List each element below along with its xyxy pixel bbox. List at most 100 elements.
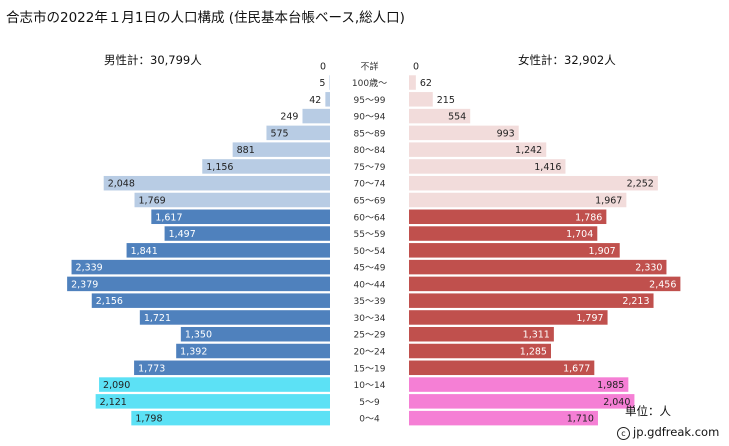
male-value-label: 1,721 <box>144 313 171 324</box>
female-value-label: 1,416 <box>534 162 561 173</box>
male-value-label: 881 <box>237 145 255 156</box>
male-value-label: 0 <box>320 61 326 72</box>
credit: c jp.gdfreak.com <box>617 425 719 440</box>
age-group-label: 0～4 <box>359 415 380 425</box>
female-total-label: 女性計：32,902人 <box>518 53 616 67</box>
age-group-label: 80～84 <box>354 146 386 156</box>
age-group-label: 50～54 <box>354 247 386 257</box>
female-value-label: 1,704 <box>566 229 593 240</box>
male-bar <box>91 293 331 308</box>
male-value-label: 5 <box>319 78 325 89</box>
copyright-icon: c <box>617 427 630 440</box>
male-bar <box>71 259 330 275</box>
male-bar <box>302 108 330 124</box>
age-group-label: 95～99 <box>354 96 386 106</box>
female-value-label: 2,456 <box>649 279 676 290</box>
female-bar <box>409 259 667 275</box>
male-bar <box>176 343 330 359</box>
age-group-label: 30～34 <box>354 314 386 324</box>
age-group-label: 5～9 <box>359 398 380 408</box>
female-bar <box>409 394 635 409</box>
male-total-label: 男性計：30,799人 <box>104 53 202 67</box>
female-value-label: 0 <box>413 61 419 72</box>
male-bar <box>103 175 330 191</box>
male-value-label: 2,048 <box>108 179 135 190</box>
unit-label: 単位：人 <box>625 404 671 418</box>
male-value-label: 2,156 <box>96 296 123 307</box>
female-bar <box>409 92 433 107</box>
male-bar <box>202 159 330 174</box>
female-value-label: 62 <box>420 78 432 89</box>
female-bar <box>409 175 658 191</box>
female-bar <box>409 293 654 308</box>
female-bar <box>409 142 547 157</box>
male-bar <box>134 192 330 208</box>
male-bar <box>99 377 331 392</box>
female-value-label: 1,677 <box>563 363 590 374</box>
female-bar <box>409 108 471 124</box>
female-value-label: 993 <box>497 128 515 139</box>
female-value-label: 1,311 <box>523 330 550 341</box>
male-bar <box>329 75 330 90</box>
female-value-label: 1,786 <box>575 212 602 223</box>
female-value-label: 215 <box>437 95 455 106</box>
female-value-label: 2,252 <box>627 179 654 190</box>
female-value-label: 1,907 <box>589 246 616 257</box>
male-value-label: 2,090 <box>103 380 130 391</box>
age-group-label: 65～69 <box>354 196 386 206</box>
age-group-label: 10～14 <box>354 381 386 391</box>
female-value-label: 1,710 <box>567 414 594 425</box>
male-value-label: 249 <box>280 112 298 123</box>
male-value-label: 42 <box>309 95 321 106</box>
female-value-label: 2,040 <box>603 397 630 408</box>
female-bar <box>409 326 554 342</box>
female-value-label: 1,285 <box>520 347 547 358</box>
male-value-label: 1,798 <box>135 414 162 425</box>
male-value-label: 2,379 <box>71 279 98 290</box>
female-value-label: 1,797 <box>576 313 603 324</box>
age-group-label: 45～49 <box>354 264 386 274</box>
male-bar <box>180 326 330 342</box>
age-group-label: 40～44 <box>354 280 386 290</box>
female-value-label: 1,985 <box>597 380 624 391</box>
male-value-label: 1,392 <box>180 347 207 358</box>
age-group-label: 25～29 <box>354 331 386 341</box>
female-value-label: 2,213 <box>622 296 649 307</box>
female-value-label: 2,330 <box>635 263 662 274</box>
male-value-label: 1,497 <box>169 229 196 240</box>
female-bar <box>409 75 416 90</box>
male-bar <box>131 410 330 426</box>
age-group-label: 100歳～ <box>352 77 387 89</box>
male-bar <box>139 310 330 325</box>
female-bar <box>409 410 598 426</box>
female-bar <box>409 226 598 241</box>
female-bar <box>409 159 566 174</box>
male-bar <box>232 142 330 157</box>
female-bar <box>409 209 607 225</box>
female-bar <box>409 276 681 292</box>
female-value-label: 1,242 <box>515 145 542 156</box>
age-group-label: 不詳 <box>360 60 378 72</box>
female-bar <box>409 125 519 141</box>
age-group-label: 55～59 <box>354 230 386 240</box>
male-bar <box>95 394 330 409</box>
age-group-label: 35～39 <box>354 297 386 307</box>
male-bar <box>266 125 330 141</box>
male-value-label: 1,769 <box>139 195 166 206</box>
male-bar <box>134 360 330 376</box>
female-bar <box>409 377 629 392</box>
male-value-label: 1,350 <box>185 330 212 341</box>
age-group-label: 20～24 <box>354 348 386 358</box>
male-value-label: 575 <box>270 128 288 139</box>
female-bar <box>409 243 620 258</box>
female-value-label: 1,967 <box>595 195 622 206</box>
male-value-label: 2,339 <box>76 263 103 274</box>
female-value-label: 554 <box>448 112 466 123</box>
male-bar <box>67 276 331 292</box>
age-group-label: 60～64 <box>354 213 386 223</box>
female-bar <box>409 343 551 359</box>
female-bar <box>409 310 608 325</box>
credit-text: jp.gdfreak.com <box>633 425 720 439</box>
female-bar <box>409 192 627 208</box>
